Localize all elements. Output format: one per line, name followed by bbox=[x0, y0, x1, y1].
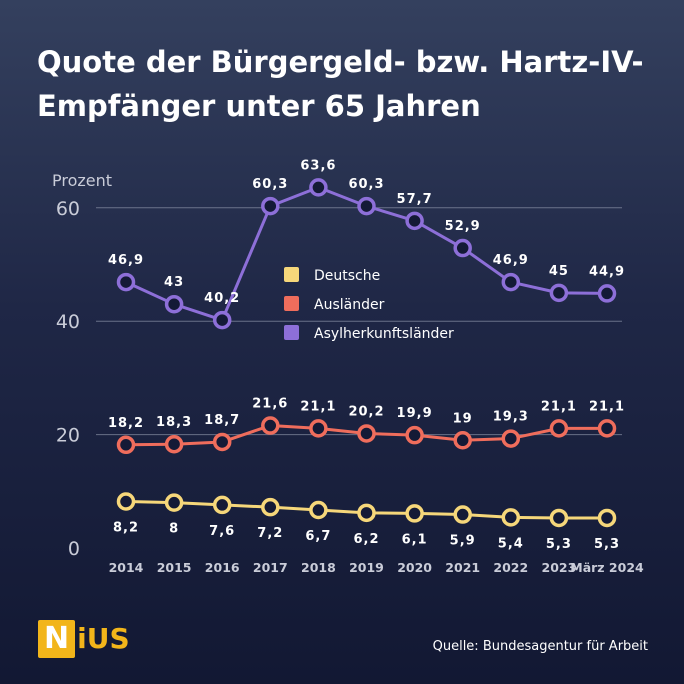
chart-title: Quote der Bürgergeld- bzw. Hartz-IV- Emp… bbox=[37, 40, 657, 128]
data-label-2-10: 44,9 bbox=[589, 264, 625, 279]
data-point-0-10 bbox=[597, 508, 617, 528]
data-label-1-6: 19,9 bbox=[397, 406, 433, 421]
data-label-2-0: 46,9 bbox=[108, 253, 144, 268]
data-point-0-1 bbox=[164, 493, 184, 512]
data-point-0-3 bbox=[261, 497, 280, 517]
x-tick-label-0: 2014 bbox=[109, 560, 144, 575]
data-label-2-7: 52,9 bbox=[445, 219, 481, 234]
data-label-2-9: 45 bbox=[549, 264, 569, 279]
data-label-2-5: 60,3 bbox=[348, 177, 384, 192]
data-label-0-4: 6,7 bbox=[305, 529, 331, 544]
data-point-2-4 bbox=[309, 178, 328, 197]
data-point-2-3 bbox=[261, 196, 280, 216]
x-tick-label-10: März 2024 bbox=[570, 560, 644, 575]
data-label-1-10: 21,1 bbox=[589, 399, 625, 414]
logo-rest: iUS bbox=[77, 622, 130, 655]
data-point-1-0 bbox=[116, 435, 136, 455]
data-point-1-3 bbox=[261, 416, 280, 435]
y-tick-label-60: 60 bbox=[56, 198, 80, 220]
data-point-0-5 bbox=[357, 503, 376, 523]
data-label-0-2: 7,6 bbox=[209, 524, 235, 539]
data-point-1-4 bbox=[309, 419, 328, 438]
data-label-0-3: 7,2 bbox=[257, 526, 283, 541]
data-point-2-0 bbox=[116, 272, 136, 292]
y-tick-label-20: 20 bbox=[56, 425, 80, 447]
legend-swatch-1 bbox=[284, 296, 299, 311]
x-tick-label-6: 2020 bbox=[397, 560, 432, 575]
x-tick-label-9: 2023 bbox=[542, 560, 577, 575]
data-label-1-8: 19,3 bbox=[493, 410, 529, 425]
data-label-0-5: 6,2 bbox=[353, 532, 379, 547]
data-label-1-1: 18,3 bbox=[156, 415, 192, 430]
x-tick-label-8: 2022 bbox=[493, 560, 528, 575]
data-point-2-6 bbox=[405, 211, 424, 231]
data-label-2-6: 57,7 bbox=[397, 192, 433, 207]
data-point-1-2 bbox=[212, 432, 232, 452]
title-line-2: Empfänger unter 65 Jahren bbox=[37, 89, 481, 123]
nius-logo: N iUS bbox=[38, 618, 130, 658]
data-point-2-9 bbox=[549, 283, 569, 303]
data-point-2-10 bbox=[597, 284, 617, 303]
data-point-0-8 bbox=[501, 508, 521, 527]
data-point-1-7 bbox=[453, 431, 472, 450]
legend-swatch-0 bbox=[284, 267, 299, 282]
title-line-1: Quote der Bürgergeld- bzw. Hartz-IV- bbox=[37, 45, 644, 79]
legend-label-2: Asylherkunftsländer bbox=[314, 326, 454, 342]
data-label-0-1: 8 bbox=[169, 522, 179, 537]
legend-label-0: Deutsche bbox=[314, 268, 380, 284]
data-point-0-2 bbox=[212, 495, 232, 515]
logo-n: N bbox=[38, 620, 76, 658]
data-point-1-5 bbox=[357, 424, 376, 443]
data-point-1-1 bbox=[164, 434, 184, 454]
data-point-1-8 bbox=[501, 429, 521, 448]
data-label-1-5: 20,2 bbox=[348, 404, 384, 419]
data-label-2-4: 63,6 bbox=[300, 158, 336, 173]
data-label-2-8: 46,9 bbox=[493, 253, 529, 268]
data-label-1-0: 18,2 bbox=[108, 416, 144, 431]
data-label-0-9: 5,3 bbox=[546, 537, 572, 552]
data-point-1-10 bbox=[597, 419, 617, 438]
y-tick-label-0: 0 bbox=[68, 538, 80, 560]
y-axis-label: Prozent bbox=[52, 171, 112, 190]
data-label-2-1: 43 bbox=[164, 275, 184, 290]
data-label-0-7: 5,9 bbox=[450, 534, 476, 549]
data-point-2-8 bbox=[501, 272, 521, 292]
x-tick-label-1: 2015 bbox=[157, 560, 192, 575]
data-point-2-1 bbox=[164, 294, 184, 314]
y-tick-label-40: 40 bbox=[56, 311, 80, 333]
data-label-2-2: 40,2 bbox=[204, 291, 240, 306]
x-tick-label-3: 2017 bbox=[253, 560, 288, 575]
data-label-0-0: 8,2 bbox=[113, 521, 139, 536]
data-label-1-3: 21,6 bbox=[252, 397, 288, 412]
data-label-1-4: 21,1 bbox=[300, 399, 336, 414]
data-point-0-7 bbox=[453, 505, 472, 524]
legend-label-1: Ausländer bbox=[314, 297, 385, 313]
data-point-2-5 bbox=[357, 196, 376, 216]
data-label-1-9: 21,1 bbox=[541, 399, 577, 414]
data-label-2-3: 60,3 bbox=[252, 177, 288, 192]
legend-swatch-2 bbox=[284, 325, 299, 340]
data-label-0-10: 5,3 bbox=[594, 537, 620, 552]
data-label-1-2: 18,7 bbox=[204, 413, 240, 428]
x-tick-label-4: 2018 bbox=[301, 560, 336, 575]
data-point-0-0 bbox=[116, 492, 136, 511]
data-point-0-6 bbox=[405, 504, 424, 523]
x-tick-label-5: 2019 bbox=[349, 560, 384, 575]
data-point-1-9 bbox=[549, 419, 569, 438]
data-label-0-8: 5,4 bbox=[498, 536, 524, 551]
data-point-2-7 bbox=[453, 238, 472, 258]
x-tick-label-7: 2021 bbox=[445, 560, 480, 575]
data-label-1-7: 19 bbox=[453, 411, 473, 426]
data-point-0-4 bbox=[309, 500, 328, 520]
source-note: Quelle: Bundesagentur für Arbeit bbox=[432, 639, 648, 654]
data-label-0-6: 6,1 bbox=[402, 532, 428, 547]
data-point-0-9 bbox=[549, 508, 569, 528]
x-tick-label-2: 2016 bbox=[205, 560, 240, 575]
data-point-1-6 bbox=[405, 425, 424, 445]
data-point-2-2 bbox=[212, 310, 232, 330]
